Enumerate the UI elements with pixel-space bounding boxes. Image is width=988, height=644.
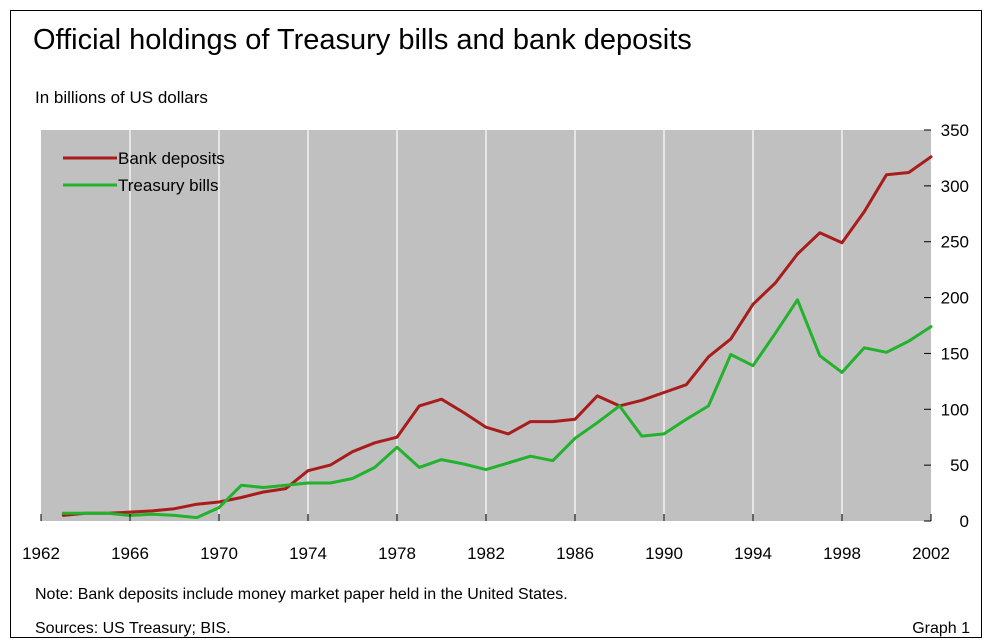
chart-note: Note: Bank deposits include money market… [35,586,568,603]
y-axis-ticks: 0 50 100 150 200 250 300 350 [924,121,969,531]
x-tick-label: 1990 [645,544,683,563]
x-tick-label: 1986 [556,544,594,563]
series-line-bank-deposits [61,155,933,517]
y-tick-label: 100 [941,400,969,419]
x-tick-label: 1982 [467,544,505,563]
line-chart: 1962 1966 1970 1974 1978 1982 1986 1990 1994 1998… [22,121,969,563]
x-tick-label: 1962 [22,544,60,563]
legend-label: Bank deposits [118,149,225,168]
x-tick-label: 1974 [289,544,327,563]
chart-subtitle: In billions of US dollars [35,88,208,107]
x-axis-ticks: 1962 1966 1970 1974 1978 1982 1986 1990 1994 1998… [22,514,950,563]
y-tick-label: 150 [941,344,969,363]
x-tick-label: 1978 [378,544,416,563]
y-tick-label: 200 [941,289,969,308]
x-tick-label: 1966 [111,544,149,563]
x-tick-label: 2002 [912,544,950,563]
y-tick-label: 0 [960,512,969,531]
legend: Bank deposits Treasury bills [63,149,225,195]
legend-label: Treasury bills [118,176,218,195]
graph-number-label: Graph 1 [912,620,970,637]
x-tick-label: 1970 [200,544,238,563]
chart-title: Official holdings of Treasury bills and … [33,24,692,56]
x-tick-label: 1998 [823,544,861,563]
chart-sources: Sources: US Treasury; BIS. [35,620,231,637]
y-tick-label: 250 [941,233,969,252]
series-line-treasury-bills [61,298,933,520]
series-layer [61,155,933,520]
y-tick-label: 350 [941,121,969,140]
y-tick-label: 50 [950,456,969,475]
grid-lines [129,130,843,521]
x-tick-label: 1994 [734,544,772,563]
y-tick-label: 300 [941,177,969,196]
